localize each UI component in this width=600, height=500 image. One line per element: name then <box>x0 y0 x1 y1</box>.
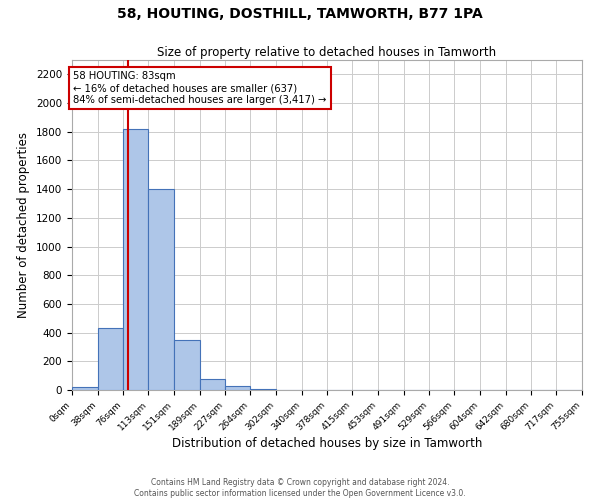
Bar <box>226 386 250 390</box>
Title: Size of property relative to detached houses in Tamworth: Size of property relative to detached ho… <box>157 46 497 59</box>
Bar <box>124 129 148 390</box>
Text: 58 HOUTING: 83sqm
← 16% of detached houses are smaller (637)
84% of semi-detache: 58 HOUTING: 83sqm ← 16% of detached hous… <box>73 72 327 104</box>
Bar <box>200 378 226 390</box>
Bar <box>148 189 174 390</box>
Y-axis label: Number of detached properties: Number of detached properties <box>17 132 31 318</box>
Text: Contains HM Land Registry data © Crown copyright and database right 2024.
Contai: Contains HM Land Registry data © Crown c… <box>134 478 466 498</box>
Bar <box>174 340 200 390</box>
Bar <box>72 387 98 390</box>
Bar <box>98 328 124 390</box>
X-axis label: Distribution of detached houses by size in Tamworth: Distribution of detached houses by size … <box>172 438 482 450</box>
Text: 58, HOUTING, DOSTHILL, TAMWORTH, B77 1PA: 58, HOUTING, DOSTHILL, TAMWORTH, B77 1PA <box>117 8 483 22</box>
